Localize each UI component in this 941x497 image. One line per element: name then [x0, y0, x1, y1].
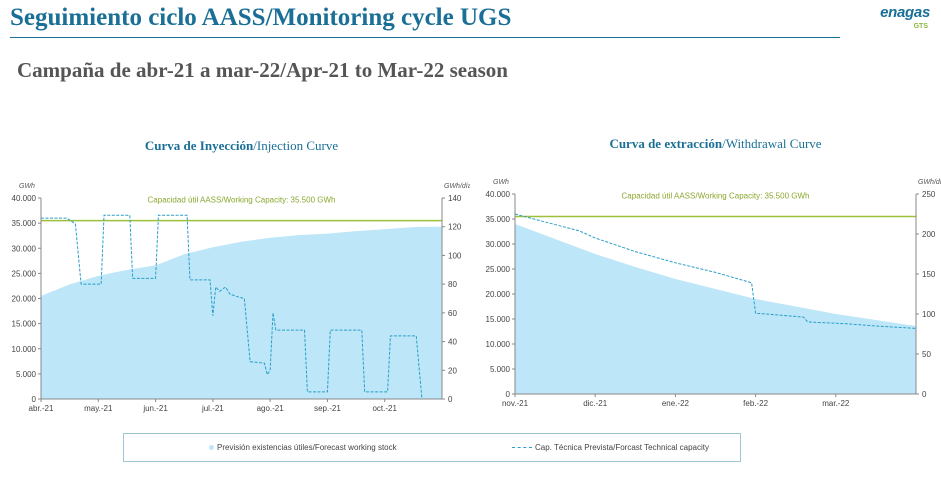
- withdrawal-xtick-label: feb.-22: [743, 399, 768, 408]
- withdrawal-title-bold: Curva de extracción: [609, 136, 722, 151]
- injection-ytick-left-label: 15.000: [12, 320, 37, 329]
- injection-ytick-left-label: 35.000: [12, 219, 37, 228]
- injection-ytick-left-label: 25.000: [12, 269, 37, 278]
- withdrawal-ytick-left-label: 30.000: [486, 240, 511, 249]
- injection-title-bold: Curva de Inyección: [145, 138, 254, 153]
- withdrawal-ytick-left-label: 35.000: [486, 215, 511, 224]
- injection-ytick-left-label: 0: [32, 395, 37, 404]
- injection-ytick-left-label: 10.000: [12, 345, 37, 354]
- injection-ylabel-right: GWh/día: [444, 183, 470, 190]
- injection-working-capacity-label: Capacidad útil AASS/Working Capacity: 35…: [148, 196, 336, 205]
- withdrawal-ytick-right-label: 200: [922, 230, 936, 239]
- withdrawal-ytick-right-label: 100: [922, 310, 936, 319]
- injection-ytick-right-label: 60: [448, 309, 457, 318]
- logo-subtext: GTS: [913, 23, 928, 30]
- withdrawal-ytick-left-label: 5.000: [490, 365, 511, 374]
- page-subtitle: Campaña de abr-21 a mar-22/Apr-21 to Mar…: [17, 58, 508, 82]
- withdrawal-ytick-left-label: 25.000: [486, 265, 511, 274]
- withdrawal-ytick-left-label: 0: [506, 390, 511, 399]
- chart-legend: Previsión existencias útiles/Forecast wo…: [123, 433, 741, 462]
- withdrawal-xtick-label: dic.-21: [583, 399, 608, 408]
- withdrawal-ytick-right-label: 50: [922, 350, 931, 359]
- injection-xtick-label: abr.-21: [29, 404, 54, 413]
- withdrawal-xtick-label: ene.-22: [662, 399, 690, 408]
- injection-title: Curva de Inyección/Injection Curve: [145, 138, 338, 153]
- withdrawal-ytick-left-label: 15.000: [486, 315, 511, 324]
- legend-capacity-label: Cap. Técnica Prevista/Forcast Technical …: [535, 443, 710, 452]
- injection-capacity-line: [41, 214, 423, 400]
- injection-ytick-right-label: 20: [448, 366, 457, 375]
- injection-ytick-right-label: 140: [448, 194, 462, 203]
- withdrawal-ytick-right-label: 0: [922, 390, 927, 399]
- injection-ytick-right-label: 80: [448, 280, 457, 289]
- injection-stock-area: [41, 226, 442, 399]
- withdrawal-ytick-left-label: 10.000: [486, 340, 511, 349]
- logo-text: enagas: [880, 4, 930, 21]
- injection-ytick-right-label: 100: [448, 251, 462, 260]
- withdrawal-capacity-line: [514, 213, 917, 329]
- enagas-logo: enagas GTS: [878, 4, 930, 36]
- injection-ytick-left-label: 30.000: [12, 244, 37, 253]
- injection-xtick-label: sep.-21: [314, 404, 341, 413]
- injection-title-rest: /Injection Curve: [253, 138, 338, 153]
- injection-ytick-right-label: 120: [448, 223, 462, 232]
- withdrawal-title: Curva de extracción/Withdrawal Curve: [609, 136, 821, 151]
- withdrawal-ytick-left-label: 20.000: [486, 290, 511, 299]
- withdrawal-title-rest: /Withdrawal Curve: [722, 136, 822, 151]
- injection-xtick-label: oct.-21: [372, 404, 397, 413]
- title-divider: [10, 37, 840, 38]
- injection-xtick-label: ago.-21: [257, 404, 285, 413]
- legend-item-capacity: Cap. Técnica Prevista/Forcast Technical …: [512, 443, 709, 452]
- withdrawal-ylabel-left: GWh: [493, 179, 509, 186]
- injection-ytick-left-label: 5.000: [16, 370, 37, 379]
- legend-item-stock: Previsión existencias útiles/Forecast wo…: [209, 443, 397, 452]
- injection-ytick-right-label: 40: [448, 338, 457, 347]
- withdrawal-xtick-label: nov.-21: [502, 399, 529, 408]
- page-title: Seguimiento ciclo AASS/Monitoring cycle …: [10, 4, 512, 31]
- withdrawal-ytick-right-label: 150: [922, 270, 936, 279]
- injection-ytick-left-label: 20.000: [12, 295, 37, 304]
- withdrawal-ytick-right-label: 250: [922, 190, 936, 199]
- legend-stock-swatch: [209, 445, 214, 451]
- injection-xtick-label: jun.-21: [142, 404, 168, 413]
- withdrawal-stock-area: [515, 224, 916, 394]
- injection-xtick-label: may.-21: [84, 404, 113, 413]
- injection-chart: Curva de Inyección/Injection Curve Capaci…: [12, 138, 470, 413]
- withdrawal-ytick-left-label: 40.000: [486, 190, 511, 199]
- withdrawal-chart: Curva de extracción/Withdrawal Curve Capa…: [486, 136, 941, 408]
- injection-ytick-right-label: 0: [448, 395, 453, 404]
- withdrawal-working-capacity-label: Capacidad útil AASS/Working Capacity: 35…: [622, 192, 810, 201]
- legend-stock-label: Previsión existencias útiles/Forecast wo…: [217, 443, 397, 452]
- withdrawal-ylabel-right: GWh/día: [918, 179, 941, 186]
- legend-capacity-swatch: [512, 447, 532, 449]
- injection-ytick-left-label: 40.000: [12, 194, 37, 203]
- injection-xtick-label: jul.-21: [201, 404, 224, 413]
- injection-ylabel-left: GWh: [19, 183, 35, 190]
- withdrawal-xtick-label: mar.-22: [822, 399, 850, 408]
